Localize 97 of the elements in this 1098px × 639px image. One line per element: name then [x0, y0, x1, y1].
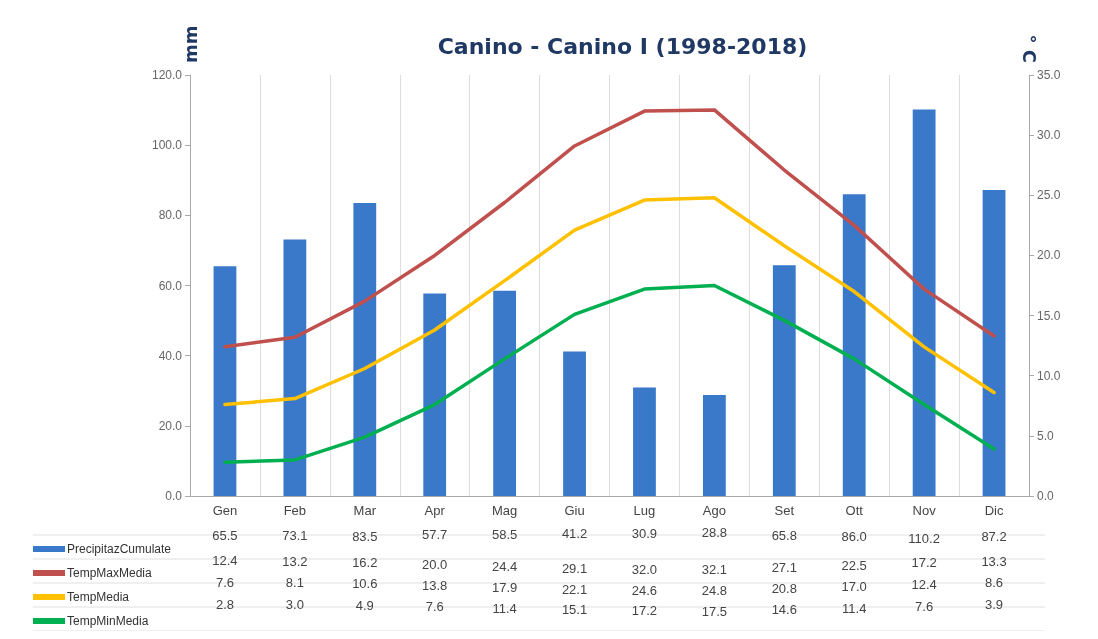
- data-label: 29.1: [561, 560, 588, 576]
- line-series: [223, 283, 996, 465]
- y-axis-title: mm: [179, 25, 201, 63]
- line-series: [223, 195, 996, 407]
- x-tick-label: Mar: [353, 503, 377, 518]
- y2-tick-label: 5.0: [1037, 428, 1055, 443]
- data-label: 65.5: [212, 527, 238, 543]
- data-label: 3.9: [985, 597, 1004, 613]
- y-tick-label: 120.0: [151, 68, 183, 82]
- data-label: 17.0: [841, 579, 867, 595]
- data-label: 13.8: [422, 577, 448, 593]
- data-label: 110.2: [908, 530, 940, 546]
- x-tick-label: Lug: [633, 503, 656, 518]
- bar: [842, 194, 866, 496]
- data-label: 87.2: [981, 529, 1007, 545]
- data-label: 12.4: [212, 553, 238, 569]
- data-label: 65.8: [771, 527, 797, 543]
- x-tick-label: Giu: [564, 503, 585, 518]
- data-label: 73.1: [282, 528, 308, 544]
- data-label: 7.6: [425, 598, 444, 614]
- y2-tick-label: 35.0: [1037, 68, 1061, 82]
- y-tick-label: 40.0: [158, 348, 183, 363]
- data-label: 13.2: [282, 553, 308, 569]
- legend-label: TempMedia: [67, 590, 130, 604]
- y-tick-label: 60.0: [158, 278, 183, 293]
- y2-tick-label: 25.0: [1037, 188, 1061, 203]
- legend-label: TempMaxMedia: [67, 566, 153, 580]
- data-label: 57.7: [422, 527, 448, 543]
- bar: [213, 266, 237, 496]
- data-label: 3.0: [285, 596, 304, 612]
- bar: [493, 290, 517, 496]
- line-series: [223, 108, 996, 349]
- bar: [633, 387, 656, 496]
- data-label: 17.2: [631, 603, 658, 619]
- data-label: 8.1: [285, 575, 304, 591]
- data-label: 24.4: [491, 558, 518, 574]
- bar: [772, 265, 796, 496]
- data-label: 10.6: [352, 576, 378, 592]
- x-tick-label: Gen: [212, 503, 238, 518]
- data-label: 16.2: [352, 554, 378, 570]
- x-tick-label: Apr: [424, 503, 446, 518]
- data-label: 27.1: [771, 559, 797, 575]
- data-label: 20.0: [422, 556, 448, 572]
- data-label: 17.2: [911, 555, 937, 571]
- y-tick-label: 20.0: [158, 418, 183, 433]
- data-label: 22.1: [561, 581, 588, 597]
- bar: [563, 351, 586, 496]
- legend-label: TempMinMedia: [67, 614, 149, 628]
- data-label: 7.6: [215, 574, 234, 590]
- data-label: 22.5: [841, 557, 867, 573]
- x-tick-label: Ago: [702, 503, 726, 518]
- data-label: 11.4: [842, 600, 867, 616]
- y2-tick-label: 15.0: [1037, 308, 1061, 323]
- chart-title: Canino - Canino I (1998-2018): [437, 33, 808, 59]
- data-label: 32.0: [631, 562, 658, 578]
- y2-tick-label: 30.0: [1037, 128, 1061, 143]
- data-label: 7.6: [915, 598, 934, 614]
- data-label: 8.6: [985, 575, 1004, 591]
- bar: [702, 394, 726, 496]
- data-label: 2.8: [215, 596, 234, 612]
- data-label: 32.1: [701, 562, 728, 578]
- data-label: 24.6: [631, 582, 658, 598]
- y2-tick-label: 0.0: [1037, 489, 1055, 503]
- x-tick-label: Dic: [984, 503, 1004, 518]
- data-label: 13.3: [981, 553, 1007, 569]
- x-tick-label: Ott: [845, 503, 864, 518]
- bar: [982, 190, 1006, 496]
- data-label: 58.5: [491, 527, 518, 543]
- y2-tick-label: 10.0: [1037, 368, 1061, 383]
- data-label: 24.8: [701, 582, 728, 598]
- bar: [283, 239, 307, 496]
- bar: [423, 293, 447, 496]
- data-label: 15.1: [561, 602, 588, 618]
- data-label: 86.0: [841, 529, 867, 545]
- data-label: 28.8: [701, 525, 728, 541]
- data-label: 12.4: [911, 577, 937, 593]
- bar: [912, 109, 936, 496]
- data-label: 83.5: [352, 529, 378, 545]
- data-label: 14.6: [771, 602, 797, 618]
- bar: [353, 203, 377, 496]
- x-tick-label: Mag: [491, 503, 518, 518]
- data-label: 11.4: [492, 600, 517, 616]
- y-tick-label: 0.0: [165, 489, 183, 503]
- y-tick-label: 100.0: [151, 138, 183, 153]
- data-label: 20.8: [771, 581, 797, 597]
- data-label: 30.9: [631, 525, 658, 541]
- y2-tick-label: 20.0: [1037, 248, 1061, 263]
- x-tick-label: Feb: [283, 503, 307, 518]
- data-label: 17.9: [491, 579, 518, 595]
- data-label: 4.9: [355, 597, 374, 613]
- legend-label: PrecipitazCumulate: [67, 542, 172, 556]
- data-label: 41.2: [561, 526, 588, 542]
- x-tick-label: Nov: [912, 503, 937, 518]
- y2-axis-title: ° C: [1018, 34, 1040, 63]
- data-label: 17.5: [701, 603, 728, 619]
- y-tick-label: 80.0: [158, 208, 183, 223]
- x-tick-label: Set: [774, 503, 795, 518]
